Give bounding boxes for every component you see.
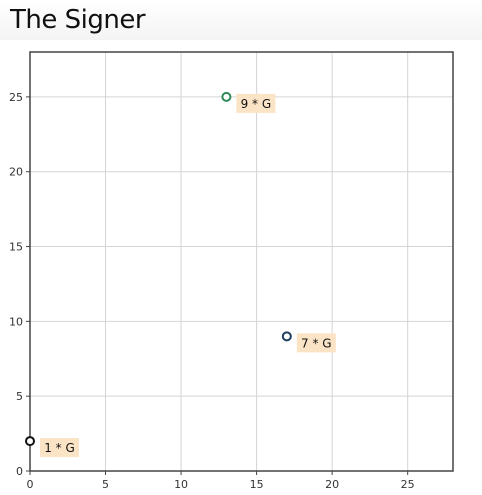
x-tick-label: 15 (250, 478, 264, 491)
data-points: 1 * G 9 * G 7 * G (25, 91, 336, 458)
data-point (221, 91, 232, 102)
point-label-box (296, 333, 336, 353)
data-point (25, 436, 35, 447)
data-point (281, 331, 292, 342)
x-tick-label: 25 (401, 478, 415, 491)
tick-labels: 0 5 10 15 20 25 0 5 10 15 20 25 (9, 91, 415, 491)
y-tick-label: 20 (9, 166, 23, 179)
point-label: 1 * G (44, 441, 75, 455)
y-tick-label: 5 (16, 390, 23, 403)
grid (30, 52, 453, 471)
data-point-group: 7 * G (281, 331, 336, 353)
point-label-box (236, 93, 276, 113)
x-tick-label: 0 (27, 478, 34, 491)
title-bar: The Signer (0, 0, 482, 40)
x-tick-label: 20 (325, 478, 339, 491)
y-tick-label: 10 (9, 315, 23, 328)
y-tick-label: 0 (16, 465, 23, 478)
plot-frame (29, 51, 454, 472)
y-tick-label: 15 (9, 241, 23, 254)
x-tick-label: 10 (174, 478, 188, 491)
y-tick-label: 25 (9, 91, 23, 104)
point-label: 9 * G (241, 97, 272, 111)
data-point-group: 1 * G (25, 436, 79, 458)
page-title: The Signer (10, 5, 146, 35)
point-label-box (40, 438, 79, 458)
data-point-group: 9 * G (221, 91, 276, 113)
x-tick-label: 5 (102, 478, 109, 491)
point-label: 7 * G (301, 336, 332, 350)
